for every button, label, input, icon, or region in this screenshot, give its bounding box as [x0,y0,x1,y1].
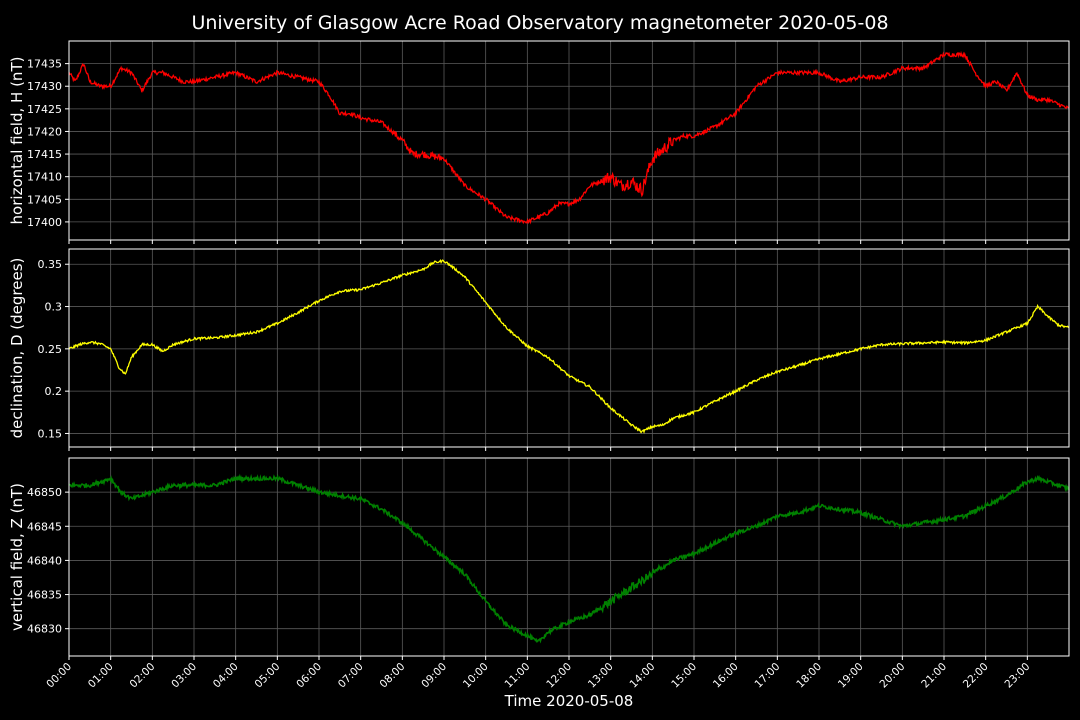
y-tick-label: 17420 [27,125,62,138]
y-tick-label: 17430 [27,80,62,93]
panel-frame [68,40,1070,241]
y-tick-label: 46850 [27,486,62,499]
chart-panel-2: 0.15 0.2 0.25 0.3 0.35 declination, D (degree… [8,248,1070,451]
y-tick-label: 0.35 [38,258,63,271]
chart-title: University of Glasgow Acre Road Observat… [191,12,888,34]
y-tick-label: 0.15 [38,427,63,440]
y-axis-label: declination, D (degrees) [8,258,26,439]
series-line [68,473,1070,644]
y-tick-label: 17425 [27,103,62,116]
y-tick-label: 0.25 [38,343,63,356]
y-tick-label: 17410 [27,171,62,184]
y-axis-label: vertical field, Z (nT) [8,483,26,631]
y-tick-label: 17400 [27,216,62,229]
y-tick-label: 17405 [27,193,62,206]
chart-panel-1: 17400 17405 17410 17415 17420 17425 17430 17435… [8,40,1070,244]
series-line [68,258,1070,434]
y-tick-label: 46835 [27,589,62,602]
y-axis-label: horizontal field, H (nT) [8,57,26,225]
panel-frame [68,457,1070,657]
y-tick-label: 17415 [27,148,62,161]
y-tick-label: 46845 [27,520,62,533]
series-line [68,50,1070,225]
y-tick-label: 46830 [27,623,62,636]
y-tick-label: 0.2 [45,385,63,398]
y-tick-label: 0.3 [45,301,63,314]
y-tick-label: 17435 [27,58,62,71]
panel-frame [68,248,1070,448]
chart-panels: 17400 17405 17410 17415 17420 17425 17430 17435… [8,40,1070,660]
x-axis-label: Time 2020-05-08 [504,692,634,710]
y-tick-label: 46840 [27,554,62,567]
